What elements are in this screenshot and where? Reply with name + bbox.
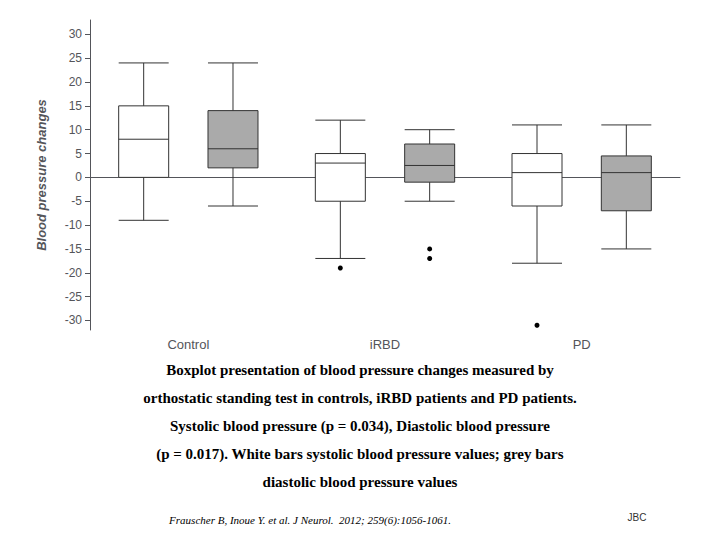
svg-text:diastolic blood pressure value: diastolic blood pressure values bbox=[263, 474, 458, 490]
svg-text:-25: -25 bbox=[65, 290, 83, 304]
svg-text:PD: PD bbox=[573, 337, 591, 352]
svg-text:-10: -10 bbox=[65, 218, 83, 232]
svg-text:0: 0 bbox=[75, 170, 82, 184]
svg-text:(p = 0.017). White bars systol: (p = 0.017). White bars systolic blood p… bbox=[156, 446, 564, 463]
svg-text:Systolic blood pressure (p = 0: Systolic blood pressure (p = 0.034), Dia… bbox=[170, 418, 550, 435]
svg-text:Boxplot presentation of blood: Boxplot presentation of blood pressure c… bbox=[166, 362, 554, 378]
svg-text:25: 25 bbox=[69, 51, 83, 65]
svg-text:-20: -20 bbox=[65, 266, 83, 280]
svg-text:JBC: JBC bbox=[628, 512, 647, 523]
svg-text:10: 10 bbox=[69, 123, 83, 137]
svg-text:-30: -30 bbox=[65, 313, 83, 327]
svg-text:Blood pressure changes: Blood pressure changes bbox=[34, 99, 49, 251]
svg-text:5: 5 bbox=[75, 147, 82, 161]
svg-text:iRBD: iRBD bbox=[370, 337, 400, 352]
svg-text:15: 15 bbox=[69, 99, 83, 113]
svg-text:Control: Control bbox=[167, 337, 209, 352]
svg-text:30: 30 bbox=[69, 27, 83, 41]
svg-text:-15: -15 bbox=[65, 242, 83, 256]
svg-text:Frauscher B, Inoue Y. et al. ​: Frauscher B, Inoue Y. et al. ​J Neurol.​… bbox=[168, 514, 451, 527]
svg-text:orthostatic standing test in c: orthostatic standing test in controls, i… bbox=[143, 390, 577, 406]
svg-text:-5: -5 bbox=[71, 194, 82, 208]
svg-text:20: 20 bbox=[69, 75, 83, 89]
